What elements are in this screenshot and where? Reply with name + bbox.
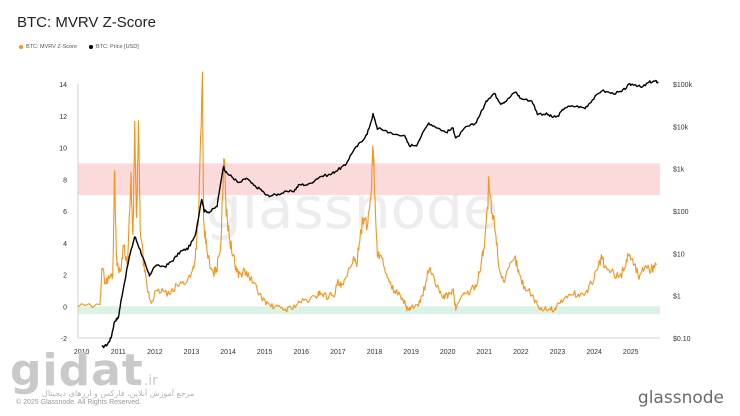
- y-axis-left: 14 12 10 8 6 4 2 0 -2: [59, 82, 79, 343]
- copyright-text: © 2025 Glassnode. All Rights Reserved.: [16, 399, 142, 406]
- x-tick-label: 2024: [586, 349, 602, 356]
- price-line: [101, 79, 659, 349]
- x-tick-label: 2019: [403, 349, 419, 356]
- x-tick-label: 2016: [293, 349, 309, 356]
- y-left-tick-label: -2: [61, 336, 67, 343]
- y-right-tick-label: $1k: [673, 167, 685, 174]
- x-tick-label: 2018: [367, 349, 383, 356]
- y-left-tick-label: 4: [63, 241, 67, 248]
- y-right-tick-label: $10: [673, 251, 685, 258]
- x-tick-label: 2025: [623, 349, 639, 356]
- brand-logo: glassnode: [637, 388, 724, 408]
- y-right-tick-label: $10k: [673, 124, 689, 131]
- x-tick-label: 2022: [513, 349, 529, 356]
- legend-item-price[interactable]: BTC: Price [USD]: [88, 44, 139, 50]
- page-title: BTC: MVRV Z-Score: [17, 14, 156, 31]
- y-right-tick-label: $100: [673, 209, 689, 216]
- legend-label-mvrv: BTC: MVRV Z-Score: [26, 44, 77, 50]
- y-left-tick-label: 12: [59, 114, 67, 121]
- y-left-tick-label: 14: [59, 82, 67, 89]
- x-tick-label: 2015: [257, 349, 273, 356]
- legend-item-mvrv[interactable]: BTC: MVRV Z-Score: [19, 44, 77, 50]
- x-tick-label: 2013: [184, 349, 200, 356]
- zone-band-0: [78, 163, 660, 196]
- y-left-tick-label: 8: [63, 177, 67, 184]
- x-tick-label: 2020: [440, 349, 456, 356]
- zone-band-1: [78, 306, 660, 315]
- y-axis-right: $100k $10k $1k $100 $10 $1 $0.10: [673, 82, 693, 343]
- site-watermark-tld: .ir: [143, 373, 158, 389]
- legend-label-price: BTC: Price [USD]: [95, 44, 139, 50]
- x-tick-label: 2014: [220, 349, 236, 356]
- site-watermark-subtitle: مرجع آموزش آنلاین، فارکس و ارزهای دیجیتا…: [42, 389, 195, 398]
- mvrv-zscore-line: [77, 71, 657, 313]
- series-lines: [77, 71, 659, 349]
- legend-dot-mvrv: [19, 45, 23, 49]
- y-right-tick-label: $0.10: [673, 336, 691, 343]
- x-tick-label: 2017: [330, 349, 346, 356]
- y-right-tick-label: $1: [673, 294, 681, 301]
- zone-bands: [78, 163, 660, 315]
- y-left-tick-label: 10: [59, 146, 67, 153]
- site-watermark-name: gidat: [10, 345, 144, 396]
- y-left-tick-label: 0: [63, 304, 67, 311]
- x-tick-label: 2012: [147, 349, 163, 356]
- x-tick-label: 2011: [111, 349, 126, 356]
- legend-dot-price: [88, 45, 93, 49]
- site-watermark: gidat.ir مرجع آموزش آنلاین، فارکس و ارزه…: [10, 345, 194, 398]
- legend: BTC: MVRV Z-Score BTC: Price [USD]: [19, 44, 139, 50]
- x-tick-label: 2021: [477, 349, 493, 356]
- y-right-tick-label: $100k: [673, 82, 693, 89]
- x-tick-label: 2010: [74, 349, 90, 356]
- x-tick-label: 2023: [550, 349, 566, 356]
- x-axis: 2010 2011 2012 2013 2014 2015 2016 2017 2018 2019…: [74, 337, 660, 356]
- y-left-tick-label: 6: [63, 209, 67, 216]
- y-left-tick-label: 2: [63, 273, 67, 280]
